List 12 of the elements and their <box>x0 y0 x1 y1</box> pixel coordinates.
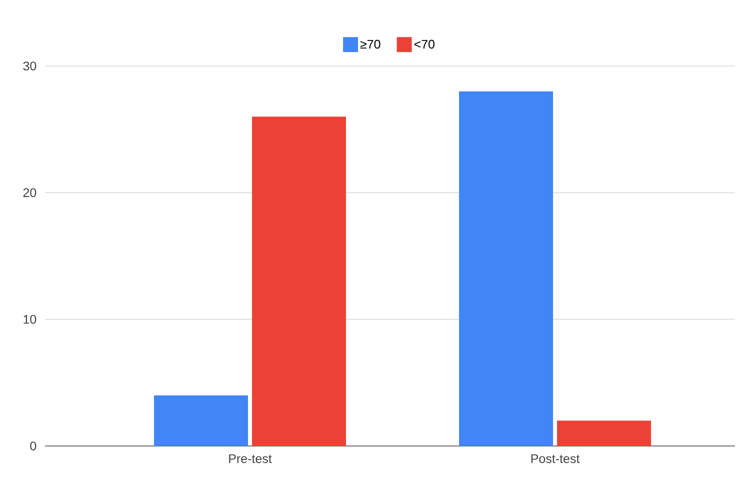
bar <box>459 91 554 446</box>
legend-label: ≥70 <box>360 40 380 49</box>
y-tick-label: 0 <box>30 442 36 450</box>
bar <box>252 116 346 446</box>
bar <box>557 420 652 446</box>
y-tick-label: 30 <box>23 62 36 70</box>
x-tick-label: Post-test <box>531 454 580 464</box>
bar <box>154 395 248 446</box>
y-tick-label: 10 <box>24 314 36 324</box>
y-tick-label: 20 <box>23 188 36 198</box>
x-tick-label: Pre-test <box>229 454 272 464</box>
legend-label: <70 <box>414 40 434 49</box>
